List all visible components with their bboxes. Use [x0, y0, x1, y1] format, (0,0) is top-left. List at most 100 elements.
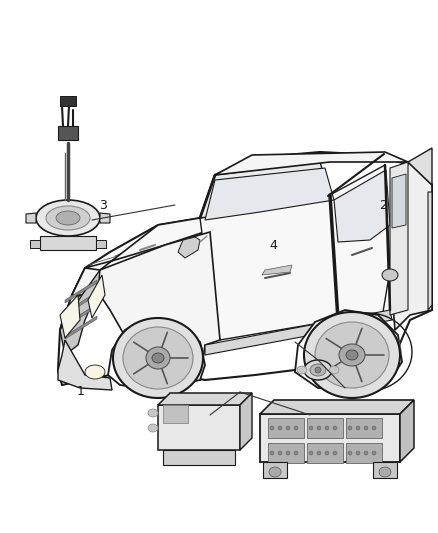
- Ellipse shape: [113, 318, 203, 398]
- Ellipse shape: [333, 451, 337, 455]
- Polygon shape: [307, 443, 343, 463]
- Polygon shape: [158, 393, 252, 405]
- Polygon shape: [65, 316, 97, 339]
- Polygon shape: [178, 237, 200, 258]
- Ellipse shape: [148, 409, 158, 417]
- Polygon shape: [65, 304, 97, 327]
- Ellipse shape: [315, 322, 389, 388]
- Polygon shape: [262, 265, 292, 275]
- Ellipse shape: [325, 451, 329, 455]
- Polygon shape: [330, 165, 390, 330]
- Ellipse shape: [297, 366, 307, 374]
- Ellipse shape: [333, 426, 337, 430]
- Text: 3: 3: [99, 199, 107, 212]
- Ellipse shape: [152, 353, 164, 363]
- Polygon shape: [295, 310, 402, 390]
- Polygon shape: [390, 162, 408, 315]
- Ellipse shape: [270, 426, 274, 430]
- Ellipse shape: [364, 426, 368, 430]
- Polygon shape: [60, 218, 210, 330]
- Text: 1: 1: [77, 385, 85, 398]
- Ellipse shape: [372, 426, 376, 430]
- Ellipse shape: [56, 211, 80, 225]
- Polygon shape: [200, 195, 338, 340]
- Polygon shape: [205, 310, 392, 355]
- Ellipse shape: [123, 327, 193, 389]
- Ellipse shape: [372, 451, 376, 455]
- Polygon shape: [40, 236, 96, 250]
- Polygon shape: [108, 320, 205, 390]
- Ellipse shape: [294, 451, 298, 455]
- Ellipse shape: [317, 426, 321, 430]
- Polygon shape: [60, 96, 76, 106]
- Polygon shape: [58, 126, 78, 140]
- Ellipse shape: [339, 344, 365, 366]
- Polygon shape: [346, 418, 382, 438]
- Ellipse shape: [356, 451, 360, 455]
- Polygon shape: [390, 162, 432, 330]
- Ellipse shape: [310, 364, 326, 376]
- Polygon shape: [100, 213, 110, 223]
- Ellipse shape: [146, 347, 170, 369]
- Polygon shape: [72, 232, 220, 380]
- Ellipse shape: [270, 451, 274, 455]
- Polygon shape: [260, 414, 400, 462]
- Ellipse shape: [329, 366, 339, 374]
- Polygon shape: [58, 152, 432, 385]
- Polygon shape: [260, 400, 414, 414]
- Polygon shape: [26, 213, 36, 223]
- Ellipse shape: [309, 451, 313, 455]
- Polygon shape: [163, 405, 188, 423]
- Text: 4: 4: [270, 239, 278, 252]
- Polygon shape: [88, 275, 105, 318]
- Polygon shape: [263, 462, 287, 478]
- Polygon shape: [334, 170, 390, 242]
- Ellipse shape: [304, 360, 332, 380]
- Polygon shape: [215, 152, 408, 175]
- Polygon shape: [268, 418, 304, 438]
- Ellipse shape: [356, 426, 360, 430]
- Ellipse shape: [278, 451, 282, 455]
- Ellipse shape: [346, 350, 358, 360]
- Ellipse shape: [148, 424, 158, 432]
- Ellipse shape: [348, 451, 352, 455]
- Polygon shape: [158, 405, 240, 450]
- Polygon shape: [373, 462, 397, 478]
- Ellipse shape: [46, 206, 90, 230]
- Polygon shape: [408, 148, 432, 185]
- Polygon shape: [60, 295, 80, 338]
- Ellipse shape: [85, 365, 105, 379]
- Ellipse shape: [364, 451, 368, 455]
- Polygon shape: [240, 393, 252, 450]
- Text: 2: 2: [379, 199, 387, 212]
- Polygon shape: [65, 280, 97, 303]
- Polygon shape: [60, 270, 100, 355]
- Ellipse shape: [379, 467, 391, 477]
- Ellipse shape: [315, 367, 321, 373]
- Ellipse shape: [317, 451, 321, 455]
- Ellipse shape: [286, 451, 290, 455]
- Ellipse shape: [269, 467, 281, 477]
- Ellipse shape: [304, 312, 400, 398]
- Ellipse shape: [309, 426, 313, 430]
- Polygon shape: [30, 240, 40, 248]
- Polygon shape: [307, 418, 343, 438]
- Ellipse shape: [286, 426, 290, 430]
- Polygon shape: [346, 443, 382, 463]
- Ellipse shape: [294, 426, 298, 430]
- Polygon shape: [428, 192, 432, 310]
- Polygon shape: [96, 240, 106, 248]
- Ellipse shape: [348, 426, 352, 430]
- Ellipse shape: [325, 426, 329, 430]
- Polygon shape: [65, 292, 97, 315]
- Ellipse shape: [36, 200, 100, 236]
- Polygon shape: [58, 340, 112, 390]
- Polygon shape: [392, 174, 406, 228]
- Polygon shape: [163, 450, 235, 465]
- Polygon shape: [205, 168, 334, 220]
- Ellipse shape: [278, 426, 282, 430]
- Ellipse shape: [382, 269, 398, 281]
- Polygon shape: [268, 443, 304, 463]
- Polygon shape: [200, 162, 330, 218]
- Polygon shape: [400, 400, 414, 462]
